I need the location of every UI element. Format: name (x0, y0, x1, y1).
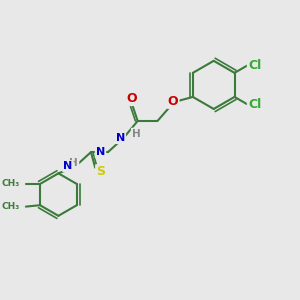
Text: N: N (116, 133, 125, 143)
Text: Cl: Cl (248, 98, 261, 110)
Text: O: O (127, 92, 137, 105)
Text: CH₃: CH₃ (2, 179, 20, 188)
Text: H: H (70, 158, 78, 168)
Text: O: O (168, 95, 178, 108)
Text: N: N (63, 161, 73, 171)
Text: H: H (132, 129, 141, 139)
Text: Cl: Cl (248, 59, 261, 72)
Text: S: S (96, 165, 105, 178)
Text: N: N (96, 147, 105, 157)
Text: CH₃: CH₃ (2, 202, 20, 211)
